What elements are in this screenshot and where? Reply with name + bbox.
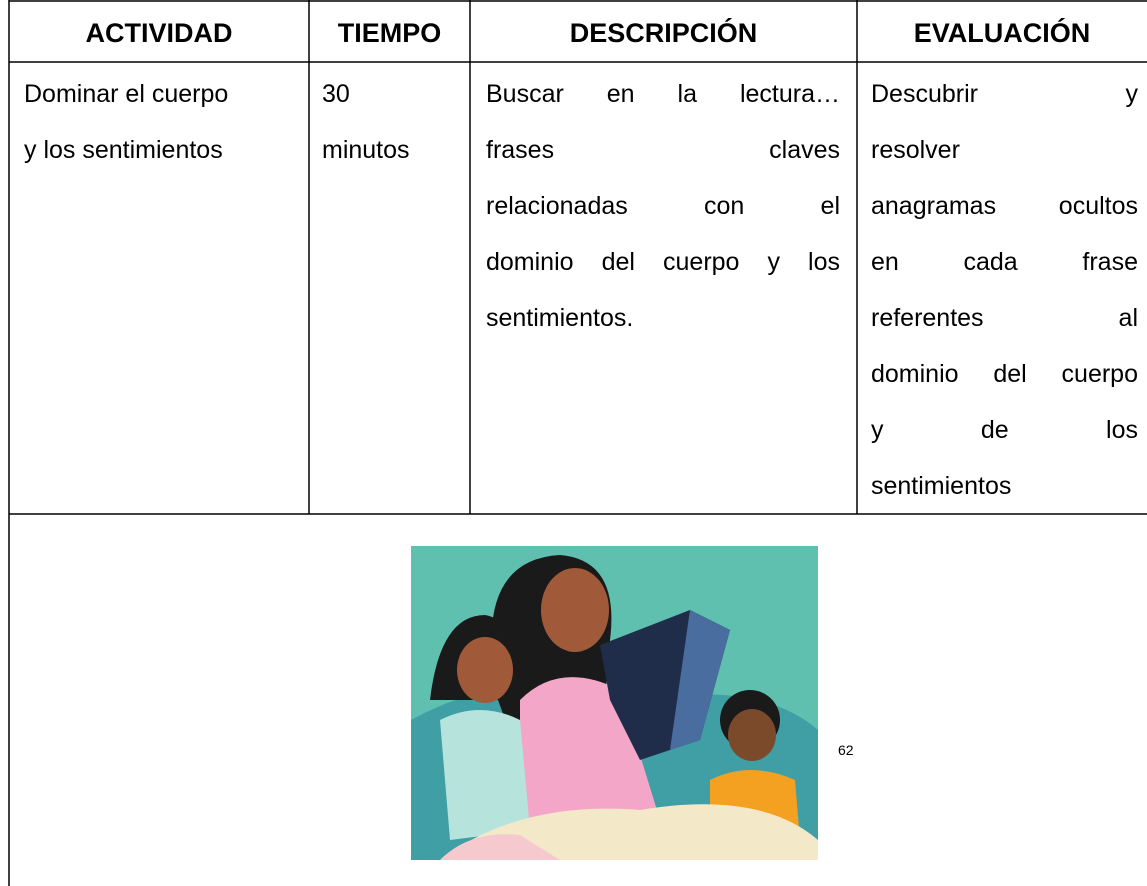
text-line: relacionadas con el <box>486 192 840 220</box>
text-line: sentimientos. <box>486 304 634 332</box>
text-line: referentes al <box>871 304 1138 332</box>
text-line: minutos <box>322 136 410 164</box>
header-cell: TIEMPO <box>337 18 442 48</box>
table-cell: Buscar en la lectura… frases claves relaci… <box>486 66 840 346</box>
text-line: y de los <box>871 416 1138 444</box>
text-line: dominio del cuerpo y los <box>486 248 840 276</box>
text-line: 30 <box>322 80 350 108</box>
text-line: Dominar el cuerpo <box>24 80 229 108</box>
table-cell: Dominar el cuerpo y los sentimientos <box>24 66 304 178</box>
text-line: dominio del cuerpo <box>871 360 1138 388</box>
text-line: en cada frase <box>871 248 1138 276</box>
borders <box>8 0 1147 886</box>
text-line: y los sentimientos <box>24 136 223 164</box>
header-cell: EVALUACIÓN <box>913 18 1091 48</box>
table-cell: Descubrir y resolver anagramas ocultos en c… <box>871 66 1138 514</box>
header-cell: DESCRIPCIÓN <box>569 18 758 48</box>
text-line: frases claves <box>486 136 840 164</box>
text-line: sentimientos <box>871 472 1012 500</box>
text-line: Descubrir y <box>871 80 1138 108</box>
page-number: 62 <box>838 742 854 758</box>
text-line: anagramas ocultos <box>871 192 1138 220</box>
text-line: Buscar en la lectura… <box>486 80 840 108</box>
header-cell: ACTIVIDAD <box>85 18 233 48</box>
table-cell: 30 minutos <box>322 66 462 178</box>
illustration <box>411 546 818 860</box>
text-line: resolver <box>871 136 960 164</box>
